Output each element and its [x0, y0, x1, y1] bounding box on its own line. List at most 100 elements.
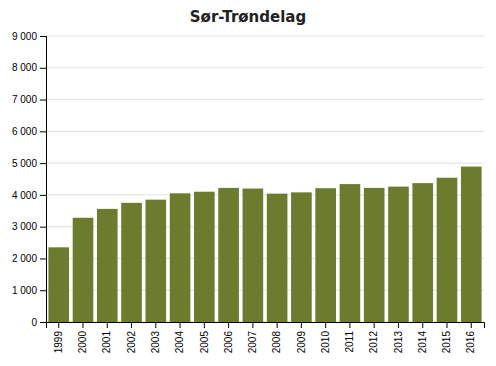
- x-tick: 2003: [150, 322, 161, 353]
- x-tick: 2011: [344, 322, 355, 353]
- bar: [48, 247, 69, 322]
- x-tick-label: 2008: [271, 331, 282, 354]
- y-tick-label: 3 000: [12, 221, 37, 232]
- x-tick: 2000: [77, 322, 88, 353]
- y-tick: 7 000: [12, 94, 46, 105]
- bar: [291, 192, 312, 322]
- x-tick-label: 2011: [344, 331, 355, 353]
- grid: [46, 36, 484, 322]
- grid-line: [46, 99, 484, 100]
- x-tick-mark: [398, 322, 399, 328]
- x-tick: 2001: [101, 322, 112, 353]
- bar: [170, 193, 191, 322]
- x-tick-mark: [252, 322, 253, 328]
- y-tick-label: 0: [31, 317, 37, 328]
- bar: [73, 218, 94, 322]
- grid-line: [46, 131, 484, 132]
- y-tick-mark: [40, 227, 46, 228]
- y-axis-line: [40, 37, 47, 323]
- y-axis: 0 1 000 2 000 3 000 4 000 5 000 6 000 7 000 8 00…: [12, 31, 47, 328]
- y-tick: 9 000: [12, 31, 46, 42]
- x-tick-mark: [228, 322, 229, 328]
- x-axis: 1999 2000 2001 2002 2003 2004 2005 2006 2007 2008…: [47, 322, 485, 353]
- bar: [340, 184, 361, 322]
- x-tick: 2014: [417, 322, 428, 353]
- x-tick: 2004: [174, 322, 185, 353]
- x-tick-label: 1999: [53, 331, 64, 354]
- y-tick-label: 9 000: [12, 31, 37, 42]
- x-tick-mark: [446, 322, 447, 328]
- y-tick-mark: [40, 36, 46, 37]
- x-tick-label: 2009: [296, 331, 307, 354]
- bar: [218, 188, 239, 322]
- x-tick: 2015: [441, 322, 452, 353]
- x-tick-mark: [180, 322, 181, 328]
- x-tick: 2016: [465, 322, 476, 353]
- x-tick: 2006: [223, 322, 234, 353]
- x-tick: 1999: [53, 322, 64, 353]
- x-tick-label: 2010: [320, 331, 331, 354]
- y-tick-label: 6 000: [12, 126, 37, 137]
- bars: [48, 167, 481, 322]
- x-tick-label: 2007: [247, 331, 258, 354]
- title: Sør-Trøndelag: [190, 8, 306, 26]
- y-tick-mark: [40, 322, 46, 323]
- x-tick-mark: [422, 322, 423, 328]
- y-tick-mark: [40, 131, 46, 132]
- x-tick-label: 2015: [441, 331, 452, 354]
- y-tick-mark: [40, 258, 46, 259]
- x-tick-label: 2002: [126, 331, 137, 354]
- bar: [437, 178, 458, 322]
- x-tick-label: 2016: [465, 331, 476, 354]
- bar: [145, 200, 166, 322]
- x-tick-mark: [155, 322, 156, 328]
- x-tick-label: 2005: [199, 331, 210, 354]
- grid-line: [46, 67, 484, 68]
- x-tick-label: 2014: [417, 331, 428, 354]
- x-tick-label: 2012: [368, 331, 379, 354]
- bar: [315, 188, 336, 322]
- y-tick-label: 8 000: [12, 62, 37, 73]
- bar: [97, 209, 118, 322]
- bar: [461, 167, 482, 322]
- y-tick-mark: [40, 195, 46, 196]
- y-tick-label: 4 000: [12, 190, 37, 201]
- bar: [243, 189, 264, 322]
- bar: [121, 203, 142, 322]
- x-tick-mark: [471, 322, 472, 328]
- x-axis-line: [47, 323, 485, 329]
- x-tick: 2007: [247, 322, 258, 353]
- x-tick-label: 2004: [174, 331, 185, 354]
- y-tick-mark: [40, 290, 46, 291]
- grid-line: [46, 36, 484, 37]
- x-tick: 2010: [320, 322, 331, 353]
- bar: [267, 194, 288, 322]
- bar: [412, 183, 433, 322]
- x-tick-mark: [131, 322, 132, 328]
- y-tick-label: 5 000: [12, 158, 37, 169]
- x-tick-mark: [204, 322, 205, 328]
- y-tick: 4 000: [12, 190, 46, 201]
- x-tick: 2008: [271, 322, 282, 353]
- grid-line: [46, 163, 484, 164]
- y-tick-label: 2 000: [12, 253, 37, 264]
- x-tick-mark: [107, 322, 108, 328]
- x-tick-label: 2001: [101, 331, 112, 354]
- x-tick: 2005: [199, 322, 210, 353]
- y-tick: 1 000: [12, 285, 46, 296]
- x-tick-label: 2006: [223, 331, 234, 354]
- y-tick-label: 7 000: [12, 94, 37, 105]
- x-tick: 2013: [393, 322, 404, 353]
- x-tick-mark: [301, 322, 302, 328]
- bar: [364, 188, 385, 322]
- x-tick: 2009: [296, 322, 307, 353]
- x-tick: 2012: [368, 322, 379, 353]
- plot: 0 1 000 2 000 3 000 4 000 5 000 6 000 7 000 8 00…: [12, 31, 485, 354]
- x-tick-mark: [325, 322, 326, 328]
- y-tick: 6 000: [12, 126, 46, 137]
- x-tick-mark: [277, 322, 278, 328]
- x-tick-mark: [83, 322, 84, 328]
- y-tick-mark: [40, 163, 46, 164]
- y-tick-mark: [40, 68, 46, 69]
- x-tick-label: 2013: [393, 331, 404, 354]
